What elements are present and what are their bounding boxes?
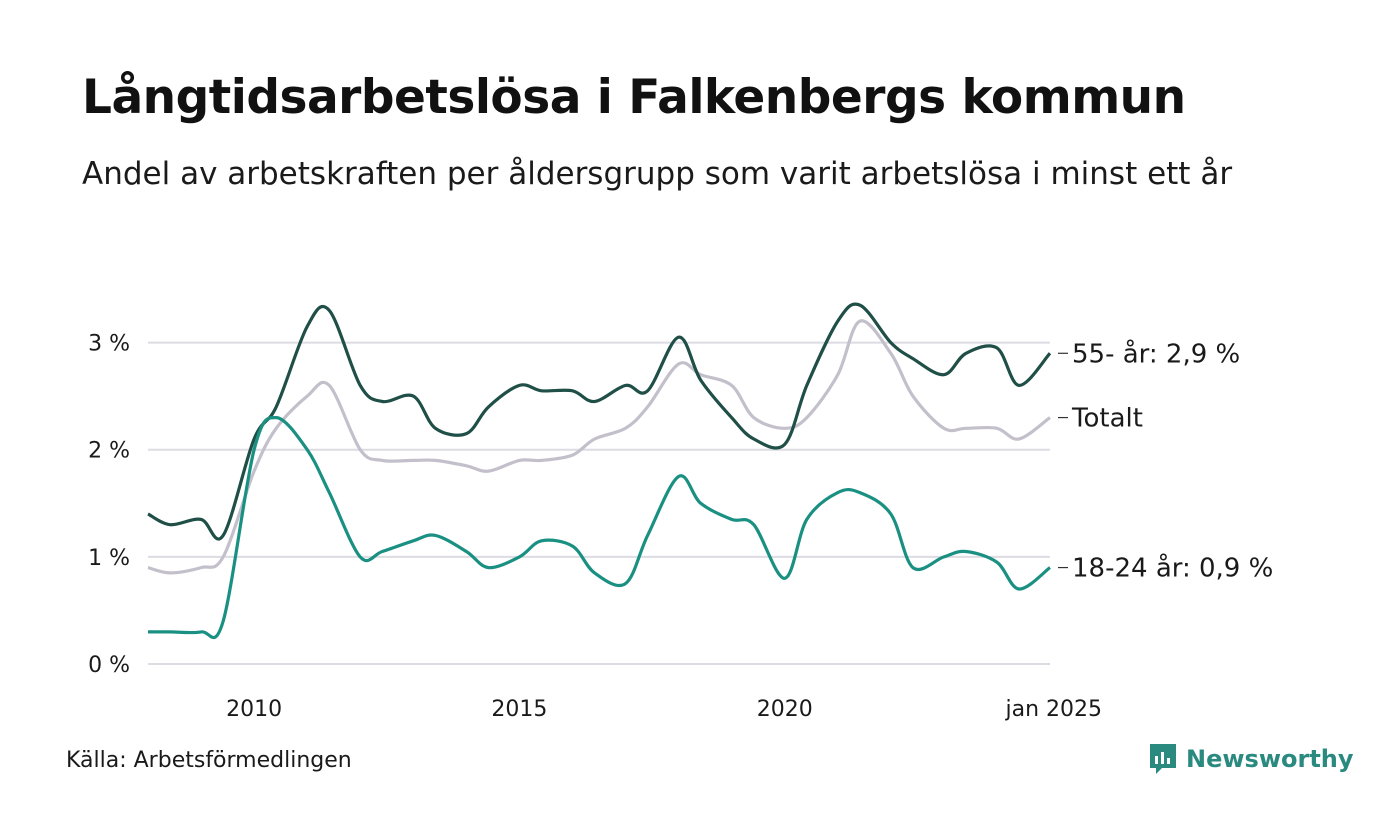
chart-title: Långtidsarbetslösa i Falkenbergs kommun bbox=[82, 70, 1186, 125]
x-tick-label: 2010 bbox=[226, 697, 282, 722]
y-tick-label: 2 % bbox=[88, 439, 130, 464]
series-end-label: Totalt bbox=[1071, 404, 1143, 434]
brand-name: Newsworthy bbox=[1186, 745, 1354, 773]
source-note: Källa: Arbetsförmedlingen bbox=[66, 748, 352, 773]
series-line-55-r bbox=[147, 302, 1052, 541]
series-line-18-24-r bbox=[148, 415, 1051, 640]
y-tick-label: 1 % bbox=[88, 546, 130, 571]
x-tick-label: 2020 bbox=[757, 697, 813, 722]
x-tick-label: 2015 bbox=[491, 697, 547, 722]
series-end-label: 55- år: 2,9 % bbox=[1072, 338, 1240, 369]
brand-logo: Newsworthy bbox=[1148, 742, 1354, 776]
y-tick-label: 3 % bbox=[88, 332, 130, 357]
bar-chart-icon bbox=[1150, 744, 1176, 774]
series-end-label: 18-24 år: 0,9 % bbox=[1072, 553, 1273, 584]
chart-subtitle: Andel av arbetskraften per åldersgrupp s… bbox=[82, 156, 1233, 192]
series-line-totalt bbox=[147, 319, 1051, 575]
y-tick-label: 0 % bbox=[88, 653, 130, 678]
x-tick-label: jan 2025 bbox=[1004, 697, 1102, 722]
